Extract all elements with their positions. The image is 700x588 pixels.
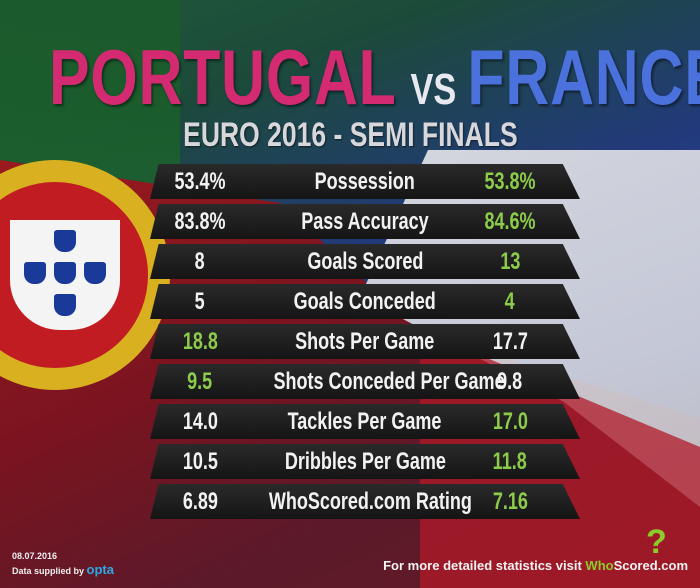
france-value: 13 [465,244,555,279]
france-value-text: 84.6% [484,208,536,235]
stat-label: Tackles Per Game [235,404,495,439]
france-value-text: 53.8% [484,168,536,195]
portugal-value-text: 83.8% [174,208,226,235]
portugal-value-text: 9.5 [187,368,213,395]
france-value: 4 [465,284,555,319]
portugal-value: 14.0 [155,404,245,439]
brand-com: .com [657,558,688,573]
france-value-text: 11.8 [492,448,528,475]
france-value: 53.8% [465,164,555,199]
portugal-value: 83.8% [155,204,245,239]
portugal-value-text: 6.89 [182,488,218,515]
portugal-value-text: 18.8 [182,328,218,355]
team-left: PORTUGAL [49,33,397,121]
stat-label-text: Tackles Per Game [288,408,442,435]
visit-text: For more detailed statistics visit [383,558,582,573]
stat-label-text: Shots Conceded Per Game [273,368,505,395]
footer-right: For more detailed statistics visit WhoSc… [383,558,688,573]
vs-label: VS [410,65,457,114]
date: 08.07.2016 [12,551,58,561]
france-value-text: 4 [504,288,516,315]
opta-logo: opta [86,562,114,577]
stat-label-text: Goals Conceded [293,288,437,315]
france-value: 17.7 [465,324,555,359]
footer-left: 08.07.2016 Data supplied by opta [12,550,114,578]
france-value-text: 17.0 [492,408,528,435]
portugal-value-text: 53.4% [174,168,226,195]
stat-row: 83.8% Pass Accuracy 84.6% [150,204,580,239]
brand-who: Who [585,558,614,573]
stat-label-text: Dribbles Per Game [284,448,446,475]
france-value: 11.8 [465,444,555,479]
france-value-text: 7.16 [492,488,528,515]
stat-label: WhoScored.com Rating [235,484,495,519]
stat-label: Goals Conceded [235,284,495,319]
stat-row: 14.0 Tackles Per Game 17.0 [150,404,580,439]
stat-label: Shots Per Game [235,324,495,359]
stat-label-text: Shots Per Game [295,328,435,355]
stat-label-text: Pass Accuracy [301,208,429,235]
stat-label-text: WhoScored.com Rating [268,488,472,515]
stat-row: 5 Goals Conceded 4 [150,284,580,319]
stat-row: 6.89 WhoScored.com Rating 7.16 [150,484,580,519]
portugal-shield-icon [10,220,120,330]
portugal-value: 53.4% [155,164,245,199]
portugal-value-text: 10.5 [182,448,218,475]
portugal-value: 10.5 [155,444,245,479]
portugal-value: 6.89 [155,484,245,519]
france-value-text: 13 [499,248,521,275]
subtitle: EURO 2016 - SEMI FINALS [182,116,518,154]
france-value: 84.6% [465,204,555,239]
stat-row: 53.4% Possession 53.8% [150,164,580,199]
france-value: 17.0 [465,404,555,439]
france-value-text: 9.8 [497,368,523,395]
portugal-value: 8 [155,244,245,279]
france-value: 7.16 [465,484,555,519]
portugal-value-text: 5 [194,288,206,315]
stat-label: Possession [235,164,495,199]
stat-label: Shots Conceded Per Game [235,364,505,399]
stat-label-text: Possession [314,168,416,195]
stat-label: Pass Accuracy [235,204,495,239]
brand-scored: Scored [613,558,658,573]
stat-label-text: Goals Scored [306,248,424,275]
portugal-value: 18.8 [155,324,245,359]
stat-label: Goals Scored [235,244,495,279]
whoscored-question-icon: ? [646,523,667,561]
portugal-value-text: 14.0 [182,408,218,435]
stat-row: 8 Goals Scored 13 [150,244,580,279]
portugal-value: 5 [155,284,245,319]
portugal-value: 9.5 [155,364,245,399]
stat-row: 10.5 Dribbles Per Game 11.8 [150,444,580,479]
stat-label: Dribbles Per Game [235,444,495,479]
france-value-text: 17.7 [492,328,528,355]
portugal-value-text: 8 [194,248,206,275]
stat-row: 18.8 Shots Per Game 17.7 [150,324,580,359]
supplied-by: Data supplied by [12,566,85,576]
stat-row: 9.5 Shots Conceded Per Game 9.8 [150,364,580,399]
france-value: 9.8 [465,364,555,399]
